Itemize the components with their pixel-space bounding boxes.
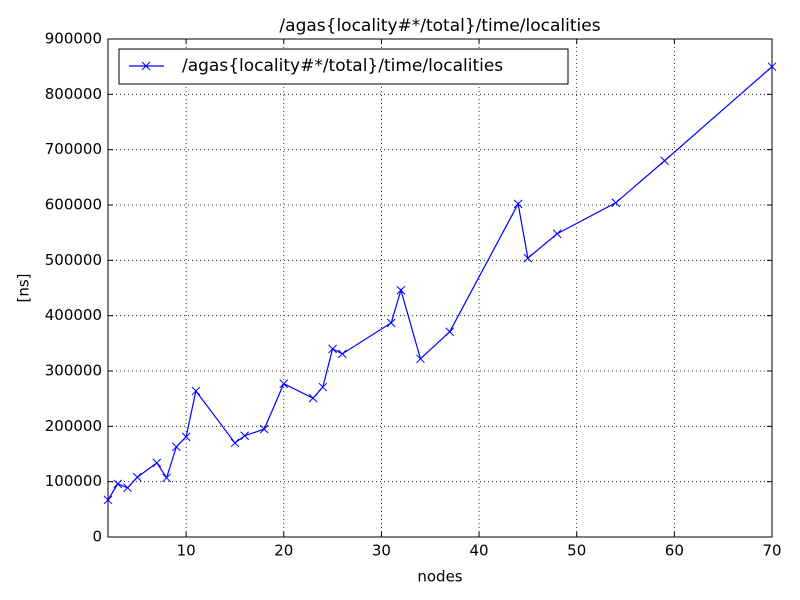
data-marker xyxy=(552,229,562,239)
data-marker xyxy=(162,473,171,483)
data-marker xyxy=(513,199,523,209)
data-marker xyxy=(660,156,669,166)
legend-box xyxy=(118,48,569,85)
data-marker xyxy=(337,349,347,359)
data-marker xyxy=(328,344,337,354)
x-tick-label: 60 xyxy=(665,542,684,560)
x-tick-label: 40 xyxy=(470,542,489,560)
data-marker xyxy=(191,386,201,396)
y-tick-label: 0 xyxy=(92,528,102,546)
data-marker xyxy=(523,253,533,263)
legend-marker xyxy=(141,61,151,71)
y-tick-label: 200000 xyxy=(45,417,102,435)
data-marker xyxy=(240,431,250,441)
y-tick-label: 600000 xyxy=(45,196,102,214)
x-tick-label: 30 xyxy=(372,542,391,560)
data-marker xyxy=(308,393,318,403)
legend-label: /agas{locality#*/total}/time/localities xyxy=(182,56,503,76)
data-marker xyxy=(113,479,123,489)
x-tick-label: 70 xyxy=(762,542,781,560)
y-axis-label: [ns] xyxy=(15,273,33,302)
data-marker xyxy=(318,382,328,392)
data-marker xyxy=(259,424,269,434)
y-tick-label: 900000 xyxy=(45,30,102,48)
data-marker xyxy=(767,62,777,72)
data-marker xyxy=(445,327,455,337)
data-marker xyxy=(103,495,113,505)
x-tick-label: 10 xyxy=(177,542,196,560)
plot-frame xyxy=(107,38,773,538)
y-tick-label: 300000 xyxy=(45,362,102,380)
x-tick-label: 20 xyxy=(274,542,293,560)
data-marker xyxy=(230,438,240,448)
y-tick-label: 800000 xyxy=(45,85,102,103)
data-marker xyxy=(132,472,142,482)
data-marker xyxy=(416,354,425,364)
data-marker xyxy=(152,458,162,468)
data-marker xyxy=(123,483,132,493)
data-marker xyxy=(396,285,406,295)
data-marker xyxy=(279,379,289,389)
data-marker xyxy=(611,198,621,208)
data-marker xyxy=(386,318,396,328)
y-tick-label: 100000 xyxy=(45,472,102,490)
y-tick-label: 400000 xyxy=(45,306,102,324)
y-tick-label: 700000 xyxy=(45,140,102,158)
chart-title: /agas{locality#*/total}/time/localities xyxy=(279,16,600,36)
x-axis-label: nodes xyxy=(417,568,462,586)
x-tick-label: 50 xyxy=(567,542,586,560)
y-tick-label: 500000 xyxy=(45,251,102,269)
data-marker xyxy=(171,442,181,452)
data-marker xyxy=(181,432,191,442)
